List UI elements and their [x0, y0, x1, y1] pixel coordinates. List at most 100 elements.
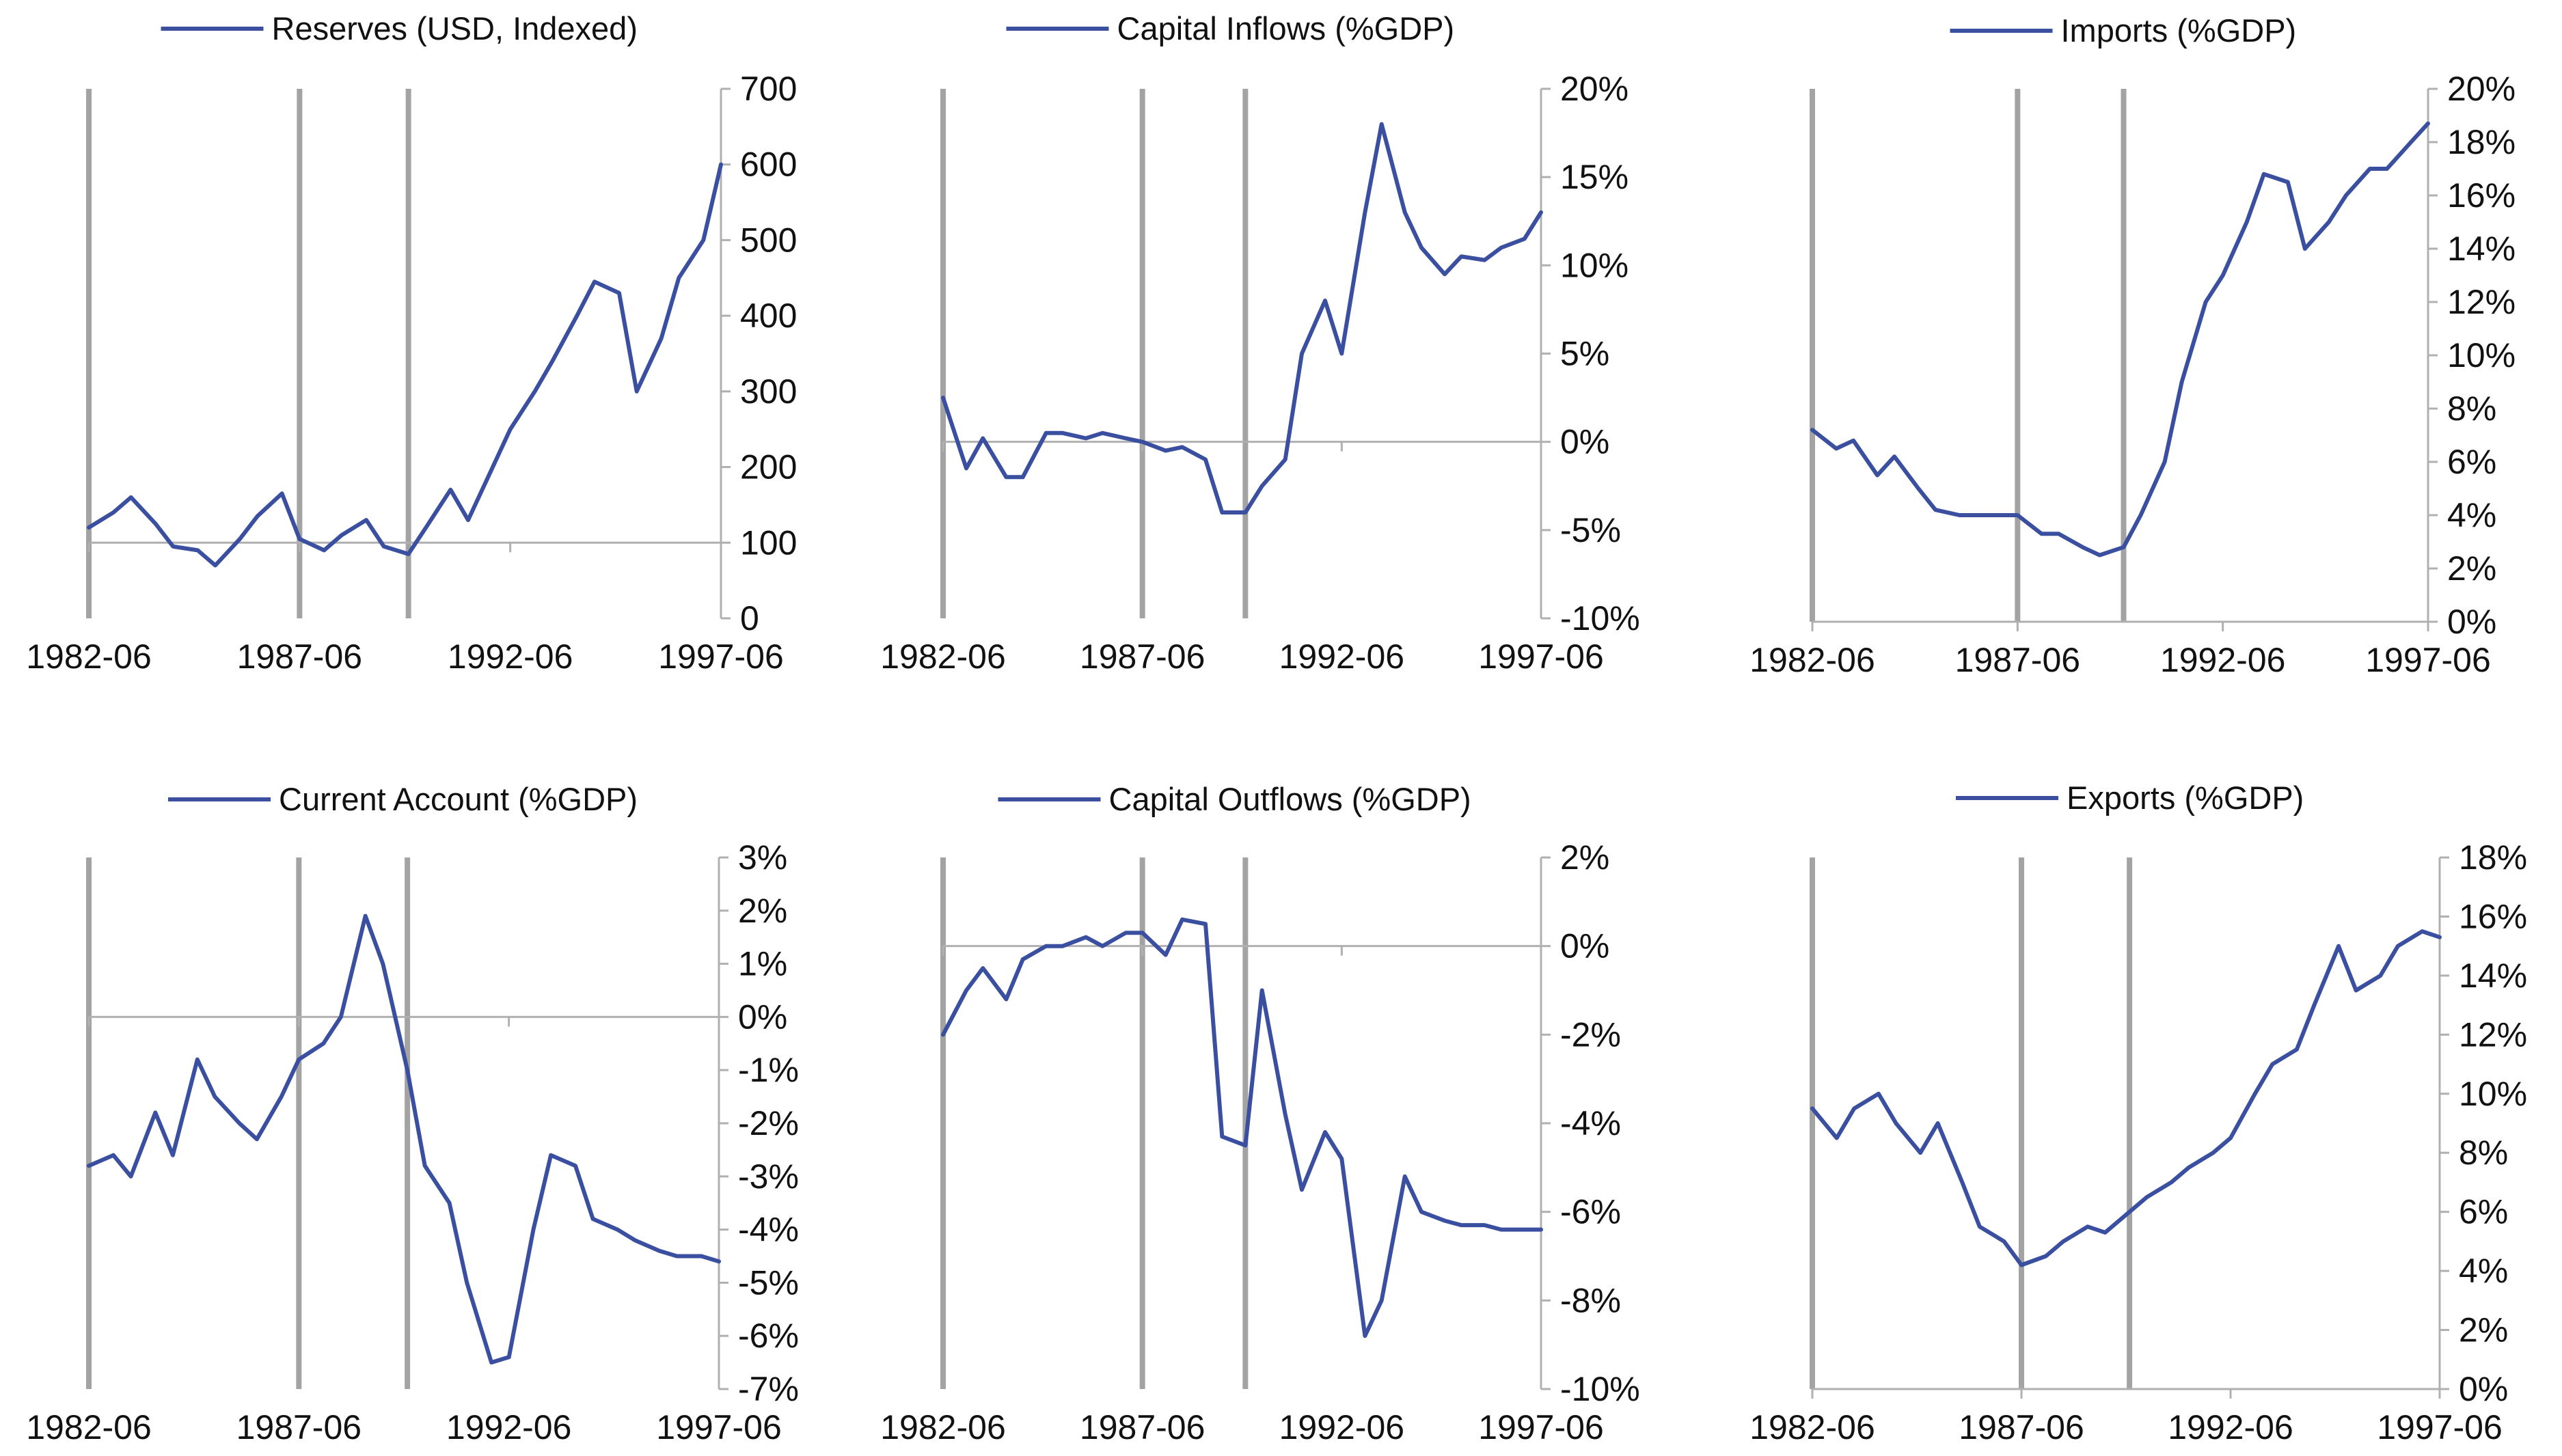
y-tick-label: -7% [738, 1370, 799, 1408]
y-tick-label: 10% [2459, 1075, 2527, 1113]
x-tick-label: 1997-06 [1478, 1408, 1604, 1446]
y-tick-label: 6% [2447, 443, 2496, 481]
x-tick-label: 1982-06 [26, 1408, 152, 1446]
x-tick-label: 1992-06 [448, 637, 573, 676]
series-line [941, 122, 1543, 514]
series-line [1810, 929, 2442, 1267]
y-tick-label: 14% [2447, 230, 2516, 268]
y-tick-label: 400 [740, 297, 797, 335]
y-tick-label: -1% [738, 1051, 799, 1089]
y-tick-label: 600 [740, 146, 797, 184]
y-tick-label: 12% [2459, 1015, 2527, 1054]
x-tick-label: 1997-06 [656, 1408, 782, 1446]
y-tick-label: 16% [2447, 176, 2516, 215]
x-tick-label: 1987-06 [1080, 1408, 1205, 1446]
legend-label: Reserves (USD, Indexed) [272, 10, 638, 46]
y-tick-label: -5% [738, 1263, 799, 1302]
y-tick-label: -3% [738, 1157, 799, 1196]
y-tick-label: 3% [738, 838, 787, 877]
y-tick-label: -10% [1560, 599, 1640, 637]
y-tick-label: 2% [2447, 549, 2496, 588]
y-tick-label: 100 [740, 523, 797, 562]
chart-panel-3: 0% 2% 4% 6% 8% 10% 12% 14% 16% 18% 20% 1982-06 1987-… [1749, 12, 2516, 679]
y-tick-label: 10% [1560, 246, 1628, 284]
chart-panel-5: -10% -8% -6% -4% -2% 0% 2% 1982-06 1987-06 1992-0… [880, 781, 1639, 1446]
y-tick-label: -5% [1560, 511, 1621, 549]
x-tick-label: 1982-06 [1749, 1408, 1875, 1446]
y-tick-label: 18% [2447, 123, 2516, 161]
y-tick-label: -10% [1560, 1370, 1640, 1408]
y-tick-label: 700 [740, 70, 797, 108]
legend-label: Capital Inflows (%GDP) [1117, 10, 1455, 46]
y-tick-label: 20% [1560, 70, 1628, 108]
x-tick-label: 1982-06 [880, 637, 1006, 676]
x-tick-label: 1997-06 [658, 637, 784, 676]
legend-label: Current Account (%GDP) [279, 781, 638, 817]
y-tick-label: 2% [1560, 838, 1609, 877]
y-tick-label: 18% [2459, 838, 2527, 877]
series-line [87, 914, 721, 1365]
x-tick-label: 1997-06 [1478, 637, 1604, 676]
legend: Capital Outflows (%GDP) [998, 781, 1471, 817]
x-tick-label: 1987-06 [1080, 637, 1205, 676]
y-tick-label: -8% [1560, 1281, 1621, 1319]
x-tick-label: 1982-06 [880, 1408, 1006, 1446]
y-tick-label: 15% [1560, 158, 1628, 196]
chart-panel-2: -10% -5% 0% 5% 10% 15% 20% 1982-06 1987-06 1992-0… [880, 10, 1639, 676]
y-tick-label: 8% [2459, 1134, 2508, 1172]
legend: Current Account (%GDP) [168, 781, 638, 817]
chart-panel-1: 0 100 200 300 400 500 600 700 1982-06 1987-06 1992… [26, 10, 797, 676]
x-tick-label: 1987-06 [236, 1408, 362, 1446]
legend: Imports (%GDP) [1950, 12, 2296, 49]
y-tick-label: 14% [2459, 957, 2527, 995]
chart-panel-4: -7% -6% -5% -4% -3% -2% -1% 0% 1% 2% 3% 1982-06 1987… [26, 781, 799, 1446]
y-tick-label: 500 [740, 221, 797, 259]
legend: Reserves (USD, Indexed) [161, 10, 638, 46]
y-tick-label: 2% [738, 892, 787, 930]
y-tick-label: 200 [740, 448, 797, 486]
x-tick-label: 1987-06 [1955, 641, 2081, 679]
y-tick-label: 0% [1560, 423, 1609, 461]
y-tick-label: -6% [1560, 1193, 1621, 1231]
y-tick-label: 20% [2447, 70, 2516, 108]
y-tick-label: 4% [2447, 496, 2496, 534]
y-tick-label: -2% [1560, 1015, 1621, 1054]
x-tick-label: 1997-06 [2365, 641, 2491, 679]
series-line [941, 917, 1543, 1338]
x-tick-label: 1982-06 [26, 637, 152, 676]
y-tick-label: 10% [2447, 336, 2516, 374]
x-tick-label: 1987-06 [1959, 1408, 2084, 1446]
y-tick-label: -6% [738, 1317, 799, 1355]
x-tick-label: 1992-06 [1279, 1408, 1405, 1446]
series-line [1810, 121, 2430, 558]
y-tick-label: 0% [1560, 927, 1609, 965]
y-tick-label: -4% [1560, 1104, 1621, 1142]
legend: Exports (%GDP) [1956, 780, 2304, 816]
x-tick-label: 1997-06 [2377, 1408, 2503, 1446]
y-tick-label: 0 [740, 599, 759, 637]
y-tick-label: 0% [2459, 1370, 2508, 1408]
legend-label: Exports (%GDP) [2067, 780, 2304, 816]
y-tick-label: 12% [2447, 283, 2516, 321]
y-tick-label: 1% [738, 945, 787, 983]
x-tick-label: 1992-06 [1279, 637, 1405, 676]
x-tick-label: 1982-06 [1749, 641, 1875, 679]
chart-panel-6: 0% 2% 4% 6% 8% 10% 12% 14% 16% 18% 1982-06 1987-06 1… [1749, 780, 2527, 1446]
y-tick-label: -4% [738, 1211, 799, 1249]
legend-label: Capital Outflows (%GDP) [1109, 781, 1471, 817]
y-tick-label: 16% [2459, 897, 2527, 935]
x-tick-label: 1992-06 [2160, 641, 2286, 679]
y-tick-label: 4% [2459, 1252, 2508, 1290]
y-tick-label: 0% [738, 998, 787, 1036]
y-tick-label: 300 [740, 372, 797, 411]
x-tick-label: 1987-06 [237, 637, 363, 676]
series-line [87, 162, 723, 568]
x-tick-label: 1992-06 [446, 1408, 572, 1446]
y-tick-label: 6% [2459, 1193, 2508, 1231]
y-tick-label: 5% [1560, 335, 1609, 373]
y-tick-label: 2% [2459, 1311, 2508, 1349]
x-tick-label: 1992-06 [2168, 1408, 2293, 1446]
y-tick-label: 0% [2447, 603, 2496, 641]
y-tick-label: -2% [738, 1104, 799, 1142]
